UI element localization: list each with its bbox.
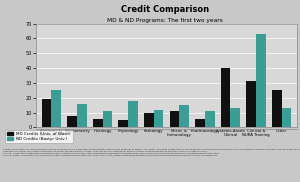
Bar [169, 111, 179, 127]
Bar [205, 111, 214, 127]
Bar [118, 120, 128, 127]
Bar [128, 101, 138, 127]
Bar [272, 90, 282, 127]
Bar [179, 105, 189, 127]
Bar [51, 90, 61, 127]
Bar [282, 108, 291, 127]
Bar [77, 104, 87, 127]
Bar [195, 118, 205, 127]
Text: Credit Comparison: Credit Comparison [121, 5, 209, 14]
Bar [67, 116, 77, 127]
Bar [144, 113, 154, 127]
Text: Credit comparison for 2010 between the MD program at the University of Washingto: Credit comparison for 2010 between the M… [3, 149, 300, 156]
Bar [103, 111, 112, 127]
Bar [42, 99, 51, 127]
Bar [93, 118, 103, 127]
Legend: MD Credits (Univ. of Wash), ND Credits (Bastyr Univ.): MD Credits (Univ. of Wash), ND Credits (… [5, 130, 73, 143]
Bar [246, 82, 256, 127]
Bar [230, 108, 240, 127]
Bar [154, 110, 164, 127]
Text: MD & ND Programs: The first two years: MD & ND Programs: The first two years [107, 18, 223, 23]
Bar [256, 34, 266, 127]
Bar [221, 68, 230, 127]
